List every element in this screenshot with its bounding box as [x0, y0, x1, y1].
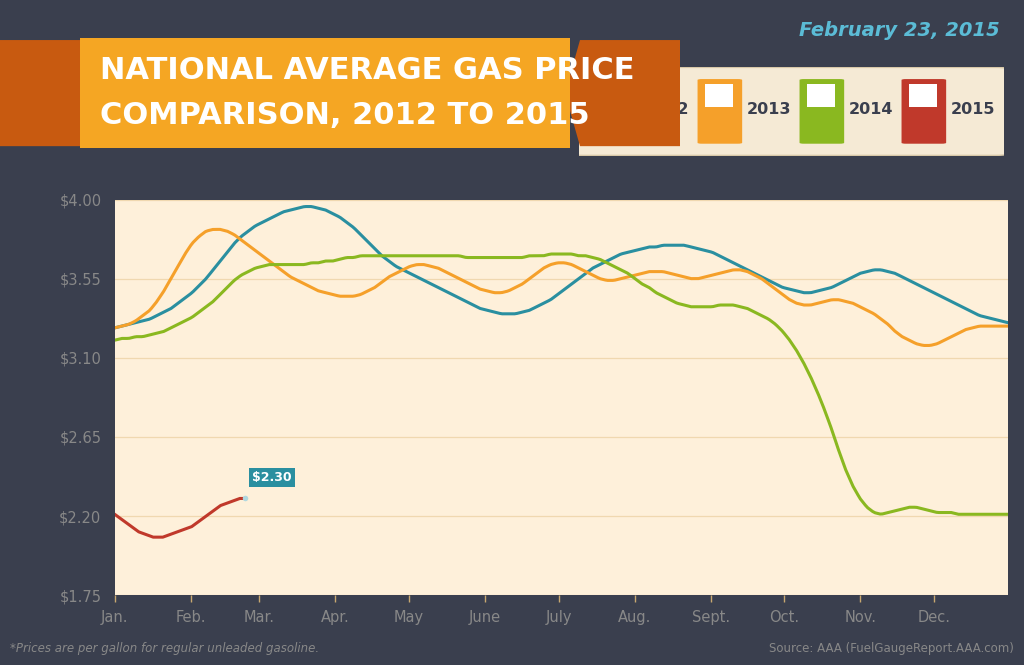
Bar — [603, 84, 631, 107]
Text: 2014: 2014 — [849, 102, 893, 117]
Text: February 23, 2015: February 23, 2015 — [800, 21, 1000, 40]
Polygon shape — [565, 40, 680, 146]
FancyBboxPatch shape — [800, 79, 844, 144]
Bar — [938, 96, 946, 107]
Text: Source: AAA (FuelGaugeReport.AAA.com): Source: AAA (FuelGaugeReport.AAA.com) — [769, 642, 1014, 655]
Text: *Prices are per gallon for regular unleaded gasoline.: *Prices are per gallon for regular unlea… — [10, 642, 319, 655]
Text: NATIONAL AVERAGE GAS PRICE: NATIONAL AVERAGE GAS PRICE — [100, 56, 635, 85]
Text: 2013: 2013 — [746, 102, 791, 117]
FancyBboxPatch shape — [566, 67, 1012, 156]
Text: 2015: 2015 — [950, 102, 995, 117]
FancyBboxPatch shape — [80, 38, 570, 148]
FancyBboxPatch shape — [901, 79, 946, 144]
Bar — [807, 84, 835, 107]
Bar — [632, 96, 640, 107]
Text: 2012: 2012 — [644, 102, 689, 117]
FancyBboxPatch shape — [697, 79, 742, 144]
Text: COMPARISON, 2012 TO 2015: COMPARISON, 2012 TO 2015 — [100, 101, 590, 130]
Bar — [706, 84, 733, 107]
Bar — [733, 96, 742, 107]
FancyBboxPatch shape — [596, 79, 640, 144]
Polygon shape — [0, 40, 130, 146]
Bar — [836, 96, 844, 107]
Bar — [909, 84, 937, 107]
Text: $2.30: $2.30 — [247, 471, 292, 497]
